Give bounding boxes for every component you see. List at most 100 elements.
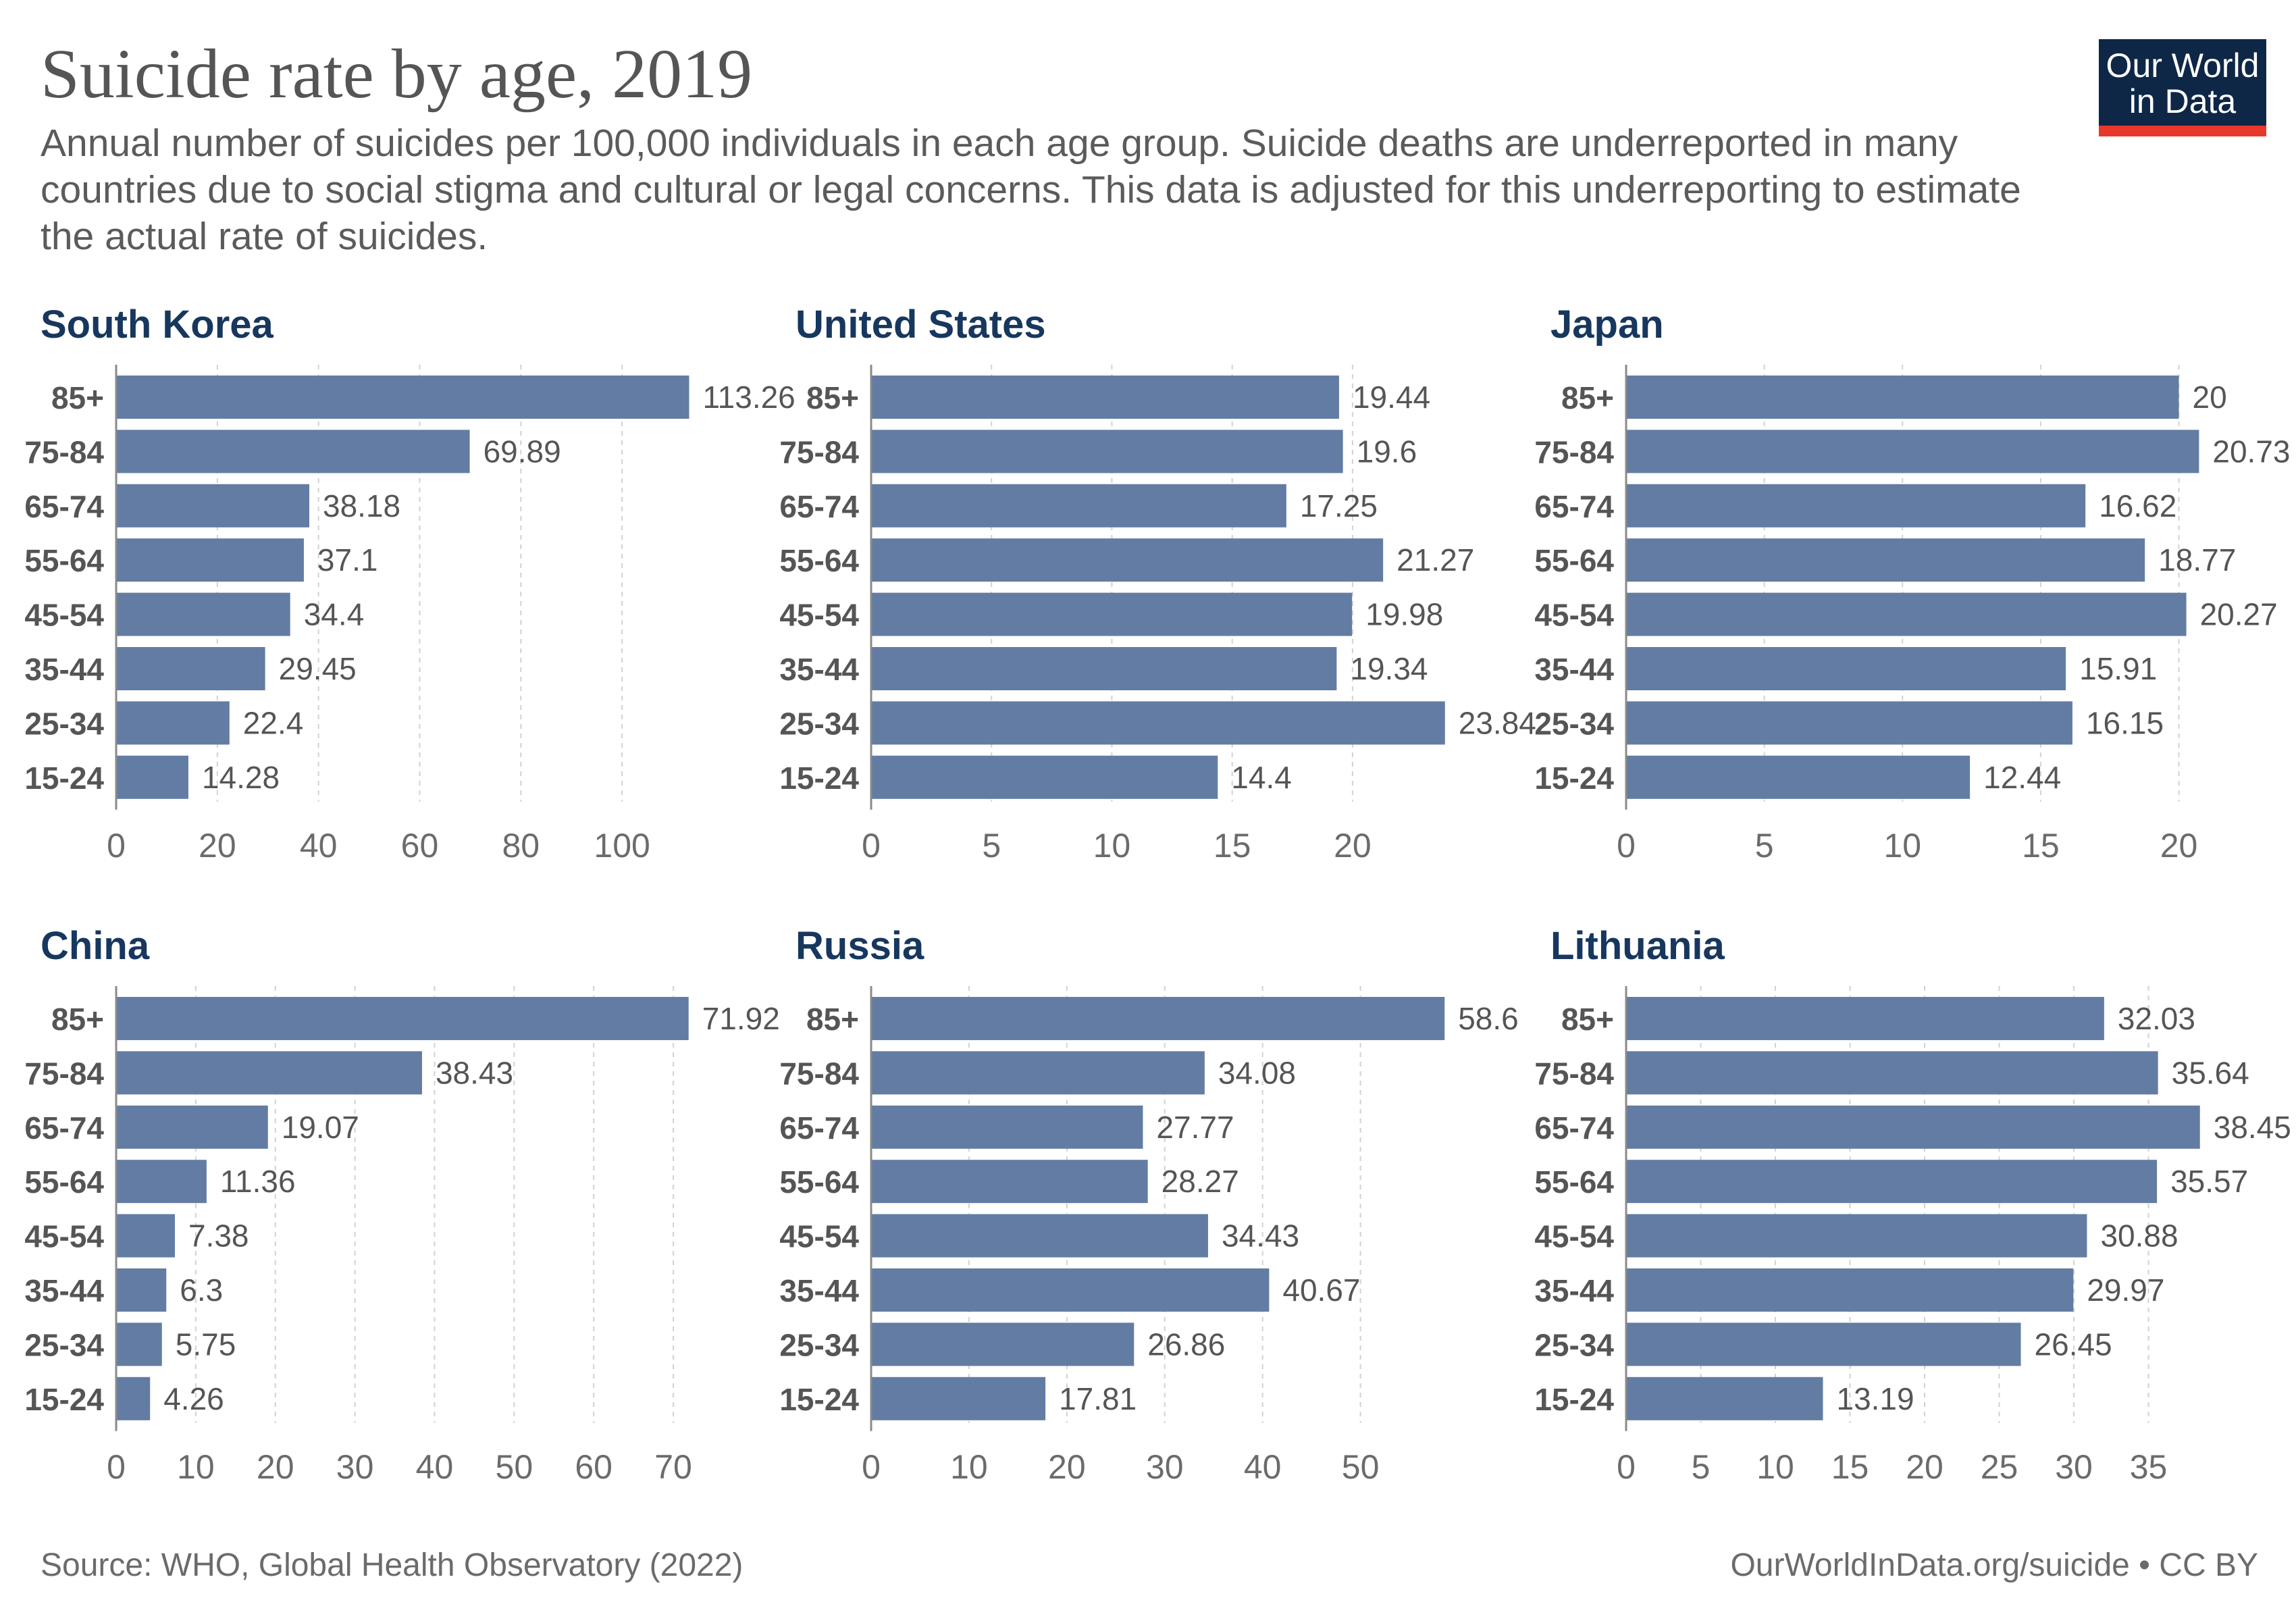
category-label: 25-34	[24, 706, 104, 741]
category-label: 75-84	[24, 1056, 104, 1091]
bar-lithuania-35-44	[1626, 1268, 2074, 1312]
category-label: 35-44	[779, 1273, 859, 1308]
bar-japan-75-84	[1626, 430, 2199, 473]
bar-lithuania-45-54	[1626, 1214, 2087, 1258]
category-label: 65-74	[24, 489, 104, 524]
value-label: 15.91	[2079, 651, 2157, 686]
bar-japan-15-24	[1626, 755, 1971, 799]
category-label: 55-64	[1534, 543, 1614, 578]
value-label: 38.43	[436, 1055, 513, 1090]
category-label: 55-64	[1534, 1164, 1614, 1200]
bar-united-states-65-74	[871, 484, 1286, 528]
category-label: 15-24	[779, 1382, 859, 1417]
logo-line-1: Our World	[2106, 47, 2260, 84]
owid-logo[interactable]: Our World in Data	[2099, 39, 2266, 136]
tick-label: 15	[2022, 827, 2060, 865]
chart-subtitle: Annual number of suicides per 100,000 in…	[41, 122, 2021, 258]
bar-china-65-74	[116, 1105, 268, 1149]
value-label: 40.67	[1282, 1272, 1360, 1308]
bar-russia-55-64	[871, 1160, 1148, 1204]
bar-japan-45-54	[1626, 592, 2187, 636]
value-label: 34.43	[1222, 1218, 1299, 1254]
category-label: 85+	[51, 380, 104, 415]
category-label: 65-74	[779, 1110, 859, 1146]
value-label: 14.28	[202, 760, 280, 795]
category-label: 35-44	[24, 652, 104, 687]
tick-label: 10	[1093, 827, 1131, 865]
value-label: 20.73	[2212, 434, 2290, 469]
tick-label: 10	[1883, 827, 1921, 865]
tick-label: 30	[2055, 1448, 2093, 1486]
tick-label: 10	[177, 1448, 215, 1486]
tick-label: 35	[2130, 1448, 2168, 1486]
bar-china-55-64	[116, 1160, 207, 1204]
tick-label: 50	[496, 1448, 533, 1486]
panel-title-russia: Russia	[795, 924, 924, 968]
category-label: 65-74	[779, 489, 859, 524]
value-label: 26.45	[2035, 1327, 2112, 1362]
category-label: 85+	[51, 1002, 104, 1037]
bar-united-states-35-44	[871, 647, 1337, 690]
panel-title-united-states: United States	[795, 303, 1046, 346]
value-label: 17.81	[1059, 1381, 1137, 1416]
tick-label: 0	[1617, 827, 1636, 865]
category-label: 35-44	[1534, 1273, 1614, 1308]
bar-japan-85+	[1626, 376, 2179, 419]
tick-label: 60	[401, 827, 439, 865]
bar-lithuania-25-34	[1626, 1322, 2021, 1366]
bar-united-states-25-34	[871, 701, 1445, 745]
category-label: 35-44	[1534, 652, 1614, 687]
bar-united-states-75-84	[871, 430, 1343, 473]
value-label: 35.64	[2172, 1055, 2249, 1090]
tick-label: 50	[1342, 1448, 1380, 1486]
tick-label: 20	[1048, 1448, 1086, 1486]
value-label: 4.26	[163, 1381, 224, 1416]
tick-label: 0	[107, 827, 126, 865]
value-label: 19.44	[1353, 380, 1430, 415]
category-label: 45-54	[779, 1219, 859, 1254]
bar-south-korea-65-74	[116, 484, 310, 528]
category-label: 25-34	[24, 1327, 104, 1362]
value-label: 26.86	[1147, 1327, 1225, 1362]
bar-china-75-84	[116, 1051, 422, 1095]
value-label: 20	[2193, 380, 2227, 415]
category-label: 15-24	[24, 1382, 104, 1417]
value-label: 58.6	[1458, 1001, 1519, 1036]
category-label: 45-54	[1534, 1219, 1614, 1254]
panel-title-lithuania: Lithuania	[1550, 924, 1725, 968]
value-label: 17.25	[1300, 488, 1378, 523]
category-label: 65-74	[1534, 1110, 1614, 1146]
value-label: 28.27	[1162, 1164, 1239, 1199]
value-label: 19.6	[1357, 434, 1417, 469]
category-label: 35-44	[779, 652, 859, 687]
value-label: 23.84	[1459, 705, 1536, 740]
tick-label: 20	[257, 1448, 294, 1486]
value-label: 27.77	[1156, 1110, 1234, 1145]
bar-south-korea-55-64	[116, 538, 304, 582]
bar-united-states-15-24	[871, 755, 1218, 799]
tick-label: 10	[1756, 1448, 1794, 1486]
value-label: 30.88	[2100, 1218, 2178, 1254]
category-label: 25-34	[1534, 1327, 1614, 1362]
bar-lithuania-65-74	[1626, 1105, 2200, 1149]
tick-label: 100	[594, 827, 650, 865]
bar-china-15-24	[116, 1376, 151, 1420]
value-label: 69.89	[484, 434, 561, 469]
category-label: 35-44	[24, 1273, 104, 1308]
value-label: 113.26	[702, 380, 795, 415]
license-link[interactable]: OurWorldInData.org/suicide • CC BY	[1730, 1547, 2258, 1583]
value-label: 5.75	[176, 1327, 236, 1362]
tick-label: 10	[950, 1448, 988, 1486]
tick-label: 40	[1244, 1448, 1282, 1486]
category-label: 85+	[1561, 1002, 1614, 1037]
source-note: Source: WHO, Global Health Observatory (…	[41, 1547, 743, 1583]
value-label: 32.03	[2118, 1001, 2195, 1036]
tick-label: 0	[107, 1448, 126, 1486]
bar-united-states-85+	[871, 376, 1339, 419]
chart-title: Suicide rate by age, 2019	[41, 35, 753, 113]
category-label: 55-64	[779, 543, 859, 578]
value-label: 18.77	[2158, 542, 2236, 577]
value-label: 16.62	[2099, 488, 2176, 523]
tick-label: 80	[502, 827, 540, 865]
